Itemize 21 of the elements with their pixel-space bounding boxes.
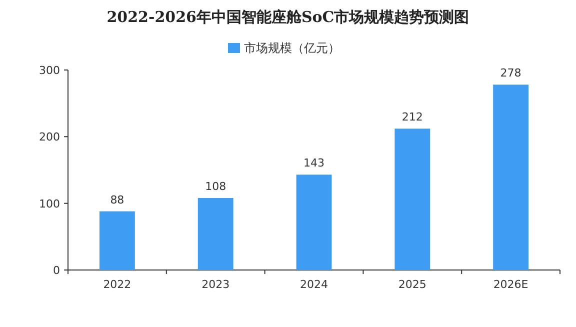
data-label: 108 (205, 180, 226, 193)
data-label: 278 (500, 66, 522, 80)
bar (394, 128, 430, 270)
data-label: 212 (402, 110, 423, 124)
y-tick-label: 100 (39, 197, 60, 210)
x-tick-label: 2022 (103, 278, 132, 291)
legend-label: 市场规模（亿元） (244, 41, 340, 55)
data-label: 88 (110, 193, 124, 206)
bar (493, 84, 529, 270)
bar (296, 174, 332, 270)
x-tick-label: 2026E (493, 278, 528, 291)
bar (99, 211, 135, 270)
x-tick-label: 2023 (202, 278, 230, 291)
x-tick-label: 2025 (398, 278, 426, 291)
chart-title: 2022-2026年中国智能座舱SoC市场规模趋势预测图 (106, 8, 470, 26)
x-tick-label: 2024 (300, 278, 328, 291)
y-tick-label: 0 (53, 264, 60, 277)
y-tick-label: 300 (39, 64, 60, 77)
data-label: 143 (304, 156, 324, 170)
y-tick-label: 200 (39, 130, 60, 144)
bar (198, 198, 234, 270)
